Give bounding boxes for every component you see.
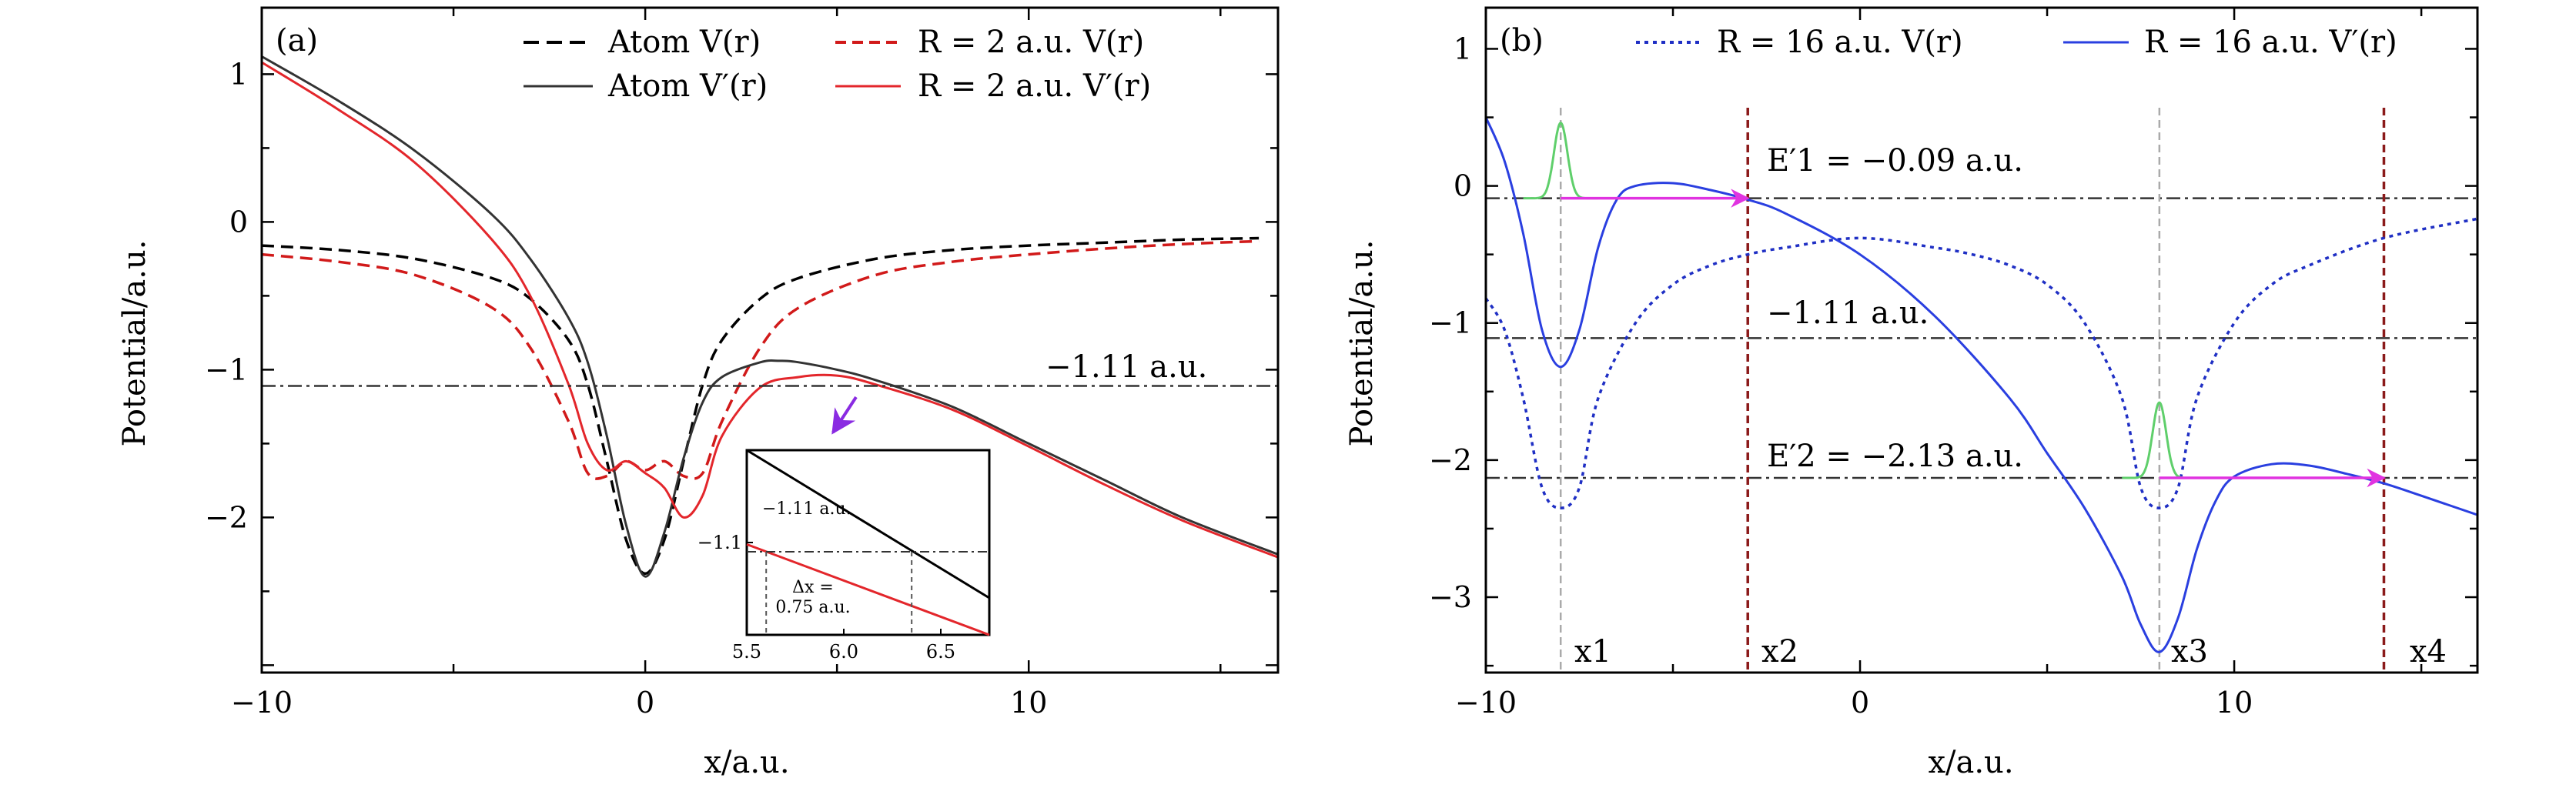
inset-frame (745, 449, 991, 636)
vline-label-x1: x1 (1574, 634, 1611, 669)
panel-b-xlabel: x/a.u. (1928, 745, 2013, 780)
inset-xtick-label: 5.5 (732, 641, 761, 663)
inset-content: 5.5 6.0 6.5 −1.1 (698, 449, 990, 663)
panel-b-label: (b) (1500, 23, 1544, 58)
panel-b-reference-lines (1486, 108, 2477, 673)
panel-a-series-r-2-a-u-v-r (262, 239, 1260, 480)
panel-a-inset: 5.5 6.0 6.5 −1.1 −1.11 a.u. Δx = 0.75 a.u. (698, 449, 991, 663)
panel-b-xtick-label: 0 (1851, 686, 1869, 720)
vline-label-x3: x3 (2171, 634, 2208, 669)
inset-xtick-label: 6.5 (926, 641, 955, 663)
panel-b-ytick-label: −3 (1429, 580, 1472, 614)
panel-a-xtick-label: 0 (636, 686, 654, 720)
panel-a-series (262, 55, 1278, 578)
panel-a-legend: Atom V(r) R = 2 a.u. V(r) Atom V′(r) R =… (524, 25, 1151, 104)
panel-b-frame (1484, 6, 2479, 674)
panel-b-ylabel: Potential/a.u. (1344, 240, 1380, 447)
legend-label-atom-vp: Atom V′(r) (607, 68, 768, 104)
legend-label-r2-vp: R = 2 a.u. V′(r) (918, 68, 1151, 104)
panel-a-xlabel: x/a.u. (704, 745, 789, 780)
panel-b-ytick-label: 0 (1454, 169, 1472, 203)
panel-a-ytick-label: 1 (229, 57, 248, 91)
inset-hline-label: −1.11 a.u. (762, 499, 851, 519)
panel-a-xtick-label: 10 (1010, 686, 1047, 720)
inset-line-atom-v-r (746, 449, 990, 599)
level-label-e2: E′2 = −2.13 a.u. (1767, 439, 2023, 474)
inset-pointer-arrow (831, 396, 858, 435)
panel-a-level-label: −1.11 a.u. (1045, 349, 1207, 385)
legend-label-atom-v: Atom V(r) (607, 25, 761, 60)
legend-label-r2-v: R = 2 a.u. V(r) (918, 25, 1144, 60)
legend-label-r16-v: R = 16 a.u. V(r) (1717, 25, 1963, 60)
inset-dx-label-2: 0.75 a.u. (775, 598, 850, 617)
panel-b-ytick-label: 1 (1454, 32, 1472, 65)
vline-label-x4: x4 (2410, 634, 2447, 669)
panel-a-series-r-2-a-u-v-r (262, 61, 1278, 559)
panel-a-ytick-label: −2 (205, 500, 248, 534)
panel-a-frame (260, 6, 1280, 674)
panel-b-xtick-label: −10 (1455, 686, 1517, 720)
panel-b-ytick-label: −2 (1429, 443, 1472, 477)
panel-b-series-r-16-a-u-v-r (1486, 116, 2477, 653)
panel-a-ytick-label: −1 (205, 352, 248, 386)
inset-line-r-2-a-u-v-r (746, 543, 990, 636)
legend-label-r16-vp: R = 16 a.u. V′(r) (2144, 25, 2397, 60)
panel-a-ytick-label: 0 (229, 205, 248, 239)
vline-label-x2: x2 (1761, 634, 1798, 669)
panel-a-ylabel: Potential/a.u. (117, 240, 152, 447)
level-label-mid: −1.11 a.u. (1767, 296, 1929, 331)
inset-ytick-label: −1.1 (698, 532, 742, 553)
panel-b-legend: R = 16 a.u. V(r) R = 16 a.u. V′(r) (1636, 25, 2397, 60)
panel-a-xtick-label: −10 (231, 686, 293, 720)
inset-dx-label-1: Δx = (792, 578, 834, 597)
panel-b-series-r-16-a-u-v-r (1486, 217, 2477, 509)
panel-b-ytick-label: −1 (1429, 306, 1472, 340)
panel-b-tunnel-arrows (1561, 189, 2386, 488)
level-label-e1: E′1 = −0.09 a.u. (1767, 143, 2023, 179)
inset-xtick-label: 6.0 (829, 641, 858, 663)
panel-b-xtick-label: 10 (2216, 686, 2253, 720)
panel-a-series-atom-v-r (262, 55, 1278, 578)
panel-b-series (1486, 116, 2477, 653)
panel-a-label: (a) (276, 23, 318, 58)
